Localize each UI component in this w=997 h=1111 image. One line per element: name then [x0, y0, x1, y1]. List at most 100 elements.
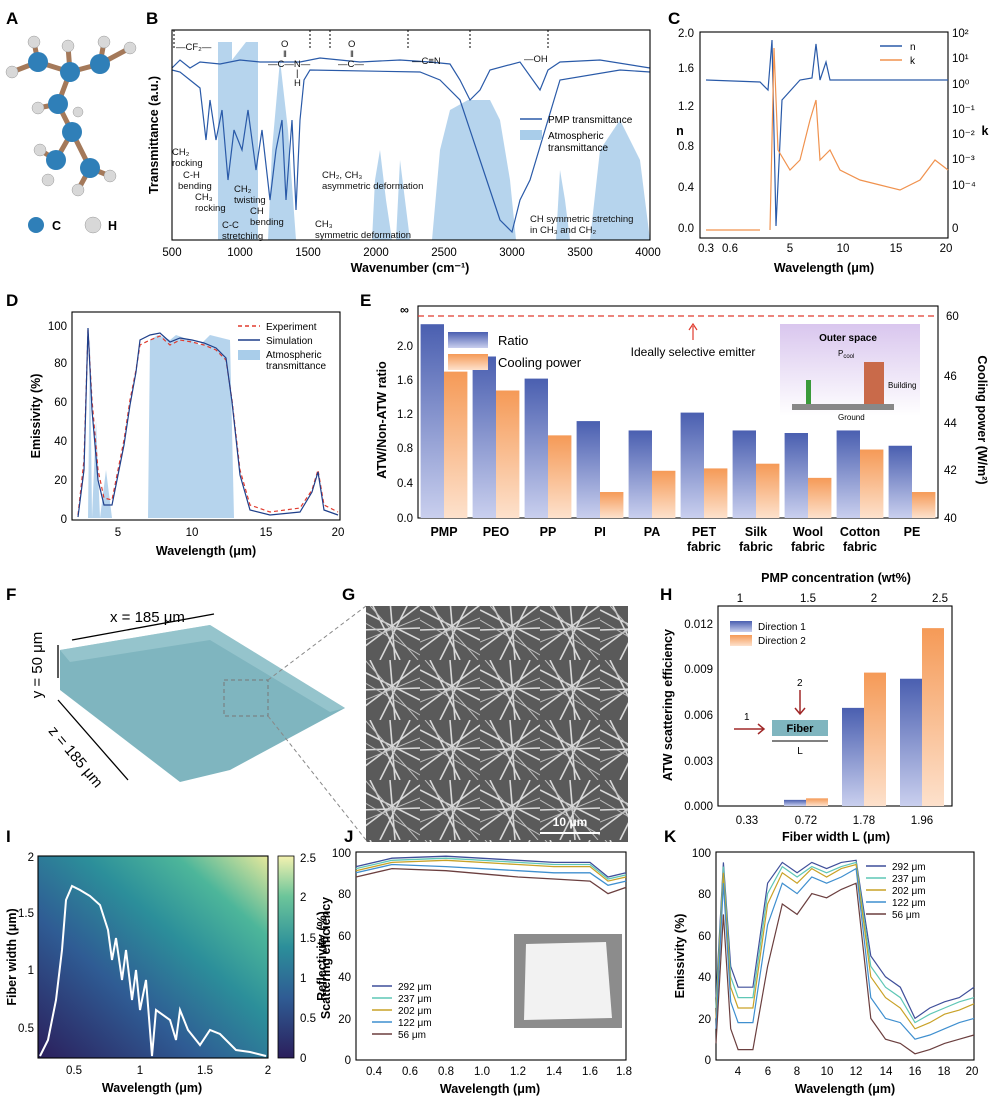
svg-text:2: 2 [265, 1065, 271, 1077]
panel-d-yticks: 0 20 40 60 80 100 [48, 321, 67, 526]
svg-text:1.5: 1.5 [197, 1065, 213, 1077]
panel-d-xlabel: Wavelength (μm) [156, 544, 256, 558]
atmospheric-transmittance-area [218, 42, 650, 240]
ann-cc: C-C [222, 220, 239, 231]
cooling-power-bar [652, 470, 676, 518]
cooling-inset: Outer space Pcool Building Ground [780, 324, 920, 422]
ratio-bar [420, 324, 444, 518]
thickness-legend-label: 292 μm [398, 982, 432, 993]
svg-text:8: 8 [794, 1066, 800, 1078]
thickness-legend-label: 122 μm [892, 898, 926, 909]
group-dividers [173, 30, 549, 48]
panel-a: A C H [5, 9, 137, 234]
svg-text:12: 12 [850, 1066, 863, 1078]
svg-text:1.8: 1.8 [616, 1066, 632, 1078]
svg-text:100: 100 [692, 848, 711, 860]
ann-stretching: stretching [222, 231, 263, 242]
svg-text:10: 10 [837, 243, 850, 255]
pmp-transmittance-low-curve [171, 69, 651, 234]
ann-rocking: rocking [172, 158, 203, 169]
svg-text:40: 40 [54, 436, 67, 448]
inset-pcool: Pcool [838, 349, 854, 360]
panel-c-xticks: 0.3 0.6 5 10 15 20 [698, 243, 952, 255]
panel-j-xlabel: Wavelength (μm) [440, 1082, 540, 1096]
svg-text:0.003: 0.003 [684, 756, 713, 768]
z-dimension-arrow [57, 699, 129, 781]
svg-text:0: 0 [952, 223, 958, 235]
panel-j-lines [355, 855, 627, 895]
panel-f: F x = 185 μm y = 50 μm z = 185 μm [6, 585, 367, 841]
svg-text:1.2: 1.2 [397, 409, 413, 421]
direction-1-bar [842, 707, 864, 806]
group-carbonyl-o: O [348, 39, 355, 50]
svg-text:0: 0 [705, 1055, 711, 1067]
svg-text:0.33: 0.33 [736, 815, 758, 827]
panel-h: H PMP concentration (wt%) 1 1.5 2 2.5 Dire… [660, 571, 953, 844]
legend-atm-label: Atmospheric [548, 131, 604, 142]
panel-j-xticks: 0.4 0.6 0.8 1.0 1.2 1.4 1.6 1.8 [366, 1066, 632, 1078]
svg-text:14: 14 [880, 1066, 893, 1078]
svg-text:40: 40 [944, 513, 957, 525]
svg-text:1000: 1000 [227, 247, 253, 259]
fiber-inset: Fiber L 1 2 [734, 678, 828, 757]
panel-i-xticks: 0.5 1 1.5 2 [66, 1065, 271, 1077]
y-dimension-label: y = 50 μm [29, 632, 46, 699]
category-label: PET [692, 525, 717, 539]
simulation-emissivity-curve [77, 327, 339, 518]
pmp-transmittance-high-curve [171, 57, 651, 102]
legend-experiment-label: Experiment [266, 322, 317, 333]
emissivity-line [715, 882, 975, 1055]
hydrogen-legend-icon [84, 216, 102, 234]
svg-text:44: 44 [944, 418, 957, 430]
svg-text:10²: 10² [952, 28, 969, 40]
svg-text:0.6: 0.6 [722, 243, 738, 255]
category-label: Wool [793, 525, 823, 539]
group-labels: —CF₂— O ‖ —C—N— | H O ‖ —C— —C≡N —OH [176, 39, 548, 89]
panel-j-axes [355, 851, 627, 1061]
svg-text:80: 80 [338, 889, 351, 901]
ann-ch3-sym: CH₃ [315, 219, 333, 230]
ratio-bar [680, 412, 704, 518]
legend-d-atm-swatch [238, 350, 260, 360]
group-amide-bar: | [296, 68, 298, 79]
ann-ch-bending: bending [250, 217, 284, 228]
solar-spectrum-curve [39, 884, 267, 1057]
extinction-k-curve [706, 47, 949, 231]
legend-simulation-label: Simulation [266, 336, 313, 347]
group-nitrile: —C≡N [412, 56, 441, 67]
ratio-bar [784, 433, 808, 518]
svg-text:1.78: 1.78 [853, 815, 875, 827]
svg-text:10: 10 [186, 527, 199, 539]
ann-twisting: twisting [234, 195, 266, 206]
svg-text:2: 2 [300, 892, 306, 904]
cooling-power-bar [496, 390, 520, 518]
svg-text:1.0: 1.0 [474, 1066, 490, 1078]
svg-text:100: 100 [48, 321, 67, 333]
panel-i-yticks: 0.5 1 1.5 2 [18, 852, 34, 1035]
svg-text:0: 0 [345, 1055, 351, 1067]
svg-text:1.4: 1.4 [546, 1066, 563, 1078]
thickness-legend-label: 202 μm [892, 886, 926, 897]
svg-text:3500: 3500 [567, 247, 593, 259]
legend-ratio-label: Ratio [498, 333, 528, 348]
svg-text:15: 15 [890, 243, 903, 255]
svg-text:2.0: 2.0 [397, 341, 413, 353]
ratio-bar [524, 378, 548, 518]
ratio-bar [836, 430, 860, 518]
carbon-legend-icon [28, 217, 44, 233]
panel-k-axes [715, 851, 975, 1061]
panel-h-yticks: 0.000 0.003 0.006 0.009 0.012 [684, 619, 713, 813]
legend-dir2-swatch [730, 635, 752, 646]
svg-text:60: 60 [698, 931, 711, 943]
scale-bar-label: 10 μm [553, 815, 588, 829]
panel-h-ylabel: ATW scattering efficiency [661, 629, 675, 781]
d-atmospheric-area [88, 335, 234, 518]
panel-e-categories: PMP PEO PP PI PA PETfabricSilkfabricWoolfabri… [430, 525, 920, 554]
ideal-value: 60 [946, 311, 959, 323]
panel-h-xticks: 0.33 0.72 1.78 1.96 [736, 815, 933, 827]
direction-1-arrow-icon [734, 723, 766, 735]
svg-text:0.006: 0.006 [684, 710, 713, 722]
panel-i-xlabel: Wavelength (μm) [102, 1081, 202, 1095]
svg-text:2500: 2500 [431, 247, 457, 259]
svg-text:1: 1 [737, 593, 743, 605]
